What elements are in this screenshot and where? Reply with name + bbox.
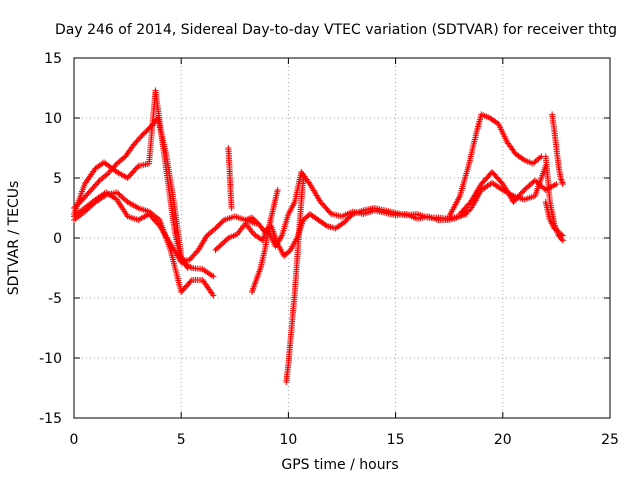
data-point (95, 178, 102, 185)
y-tick-label: 15 (44, 51, 62, 67)
y-tick-label: 10 (44, 111, 62, 127)
y-tick-label: 0 (53, 231, 62, 247)
data-point (274, 187, 281, 193)
y-tick-label: -10 (39, 351, 62, 367)
data-points (71, 87, 566, 385)
y-tick-label: -5 (48, 291, 62, 307)
data-point (112, 161, 119, 168)
data-point (210, 273, 217, 280)
x-tick-label: 20 (494, 432, 512, 448)
x-tick-label: 25 (601, 432, 619, 448)
data-point (559, 237, 566, 244)
data-point (520, 188, 527, 195)
data-point (228, 205, 235, 211)
y-tick-label: 5 (53, 171, 62, 187)
data-point (553, 181, 560, 187)
data-point (558, 178, 565, 184)
x-tick-label: 0 (70, 432, 79, 448)
x-tick-label: 15 (387, 432, 405, 448)
y-axis-label: SDTVAR / TECUs (6, 181, 22, 296)
data-point (210, 292, 217, 299)
data-point (103, 171, 110, 178)
data-point (322, 222, 329, 228)
x-tick-label: 5 (177, 432, 186, 448)
chart-title: Day 246 of 2014, Sidereal Day-to-day VTE… (55, 22, 617, 38)
data-point (558, 236, 565, 243)
axis-ticks: 0 5 10 15 20 25 -15 -10 -5 0 5 10 15 (39, 51, 619, 448)
data-point (187, 278, 194, 285)
x-axis-label: GPS time / hours (281, 457, 398, 473)
data-point (219, 218, 226, 225)
data-point (348, 212, 355, 219)
x-tick-label: 10 (279, 432, 297, 448)
data-point (519, 156, 526, 162)
y-tick-label: -15 (39, 411, 62, 427)
data-point (536, 154, 543, 161)
grid (74, 58, 610, 418)
data-point (300, 175, 307, 181)
data-point (463, 211, 470, 217)
data-point (224, 236, 231, 243)
data-point (559, 181, 566, 187)
data-point (121, 154, 128, 161)
